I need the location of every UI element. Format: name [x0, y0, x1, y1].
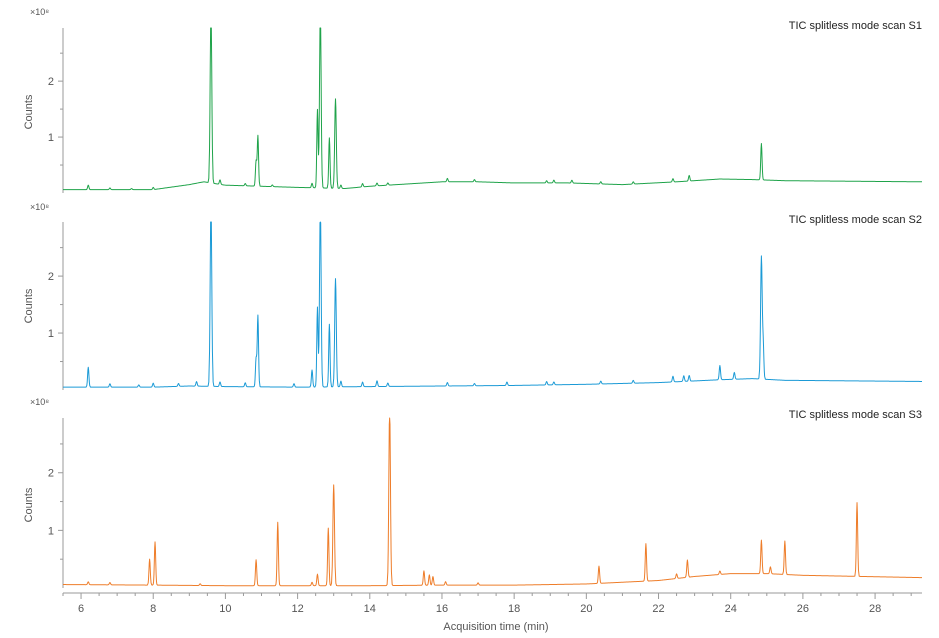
y-axis-title: Counts	[23, 94, 35, 129]
x-tick-label: 28	[869, 603, 881, 615]
x-tick-label: 20	[580, 603, 592, 615]
chromatogram-panel-s2: ×10⁸ Counts TIC splitless mode scan S2 1…	[23, 202, 923, 390]
tic-trace-s2	[63, 221, 923, 388]
y-axis-title: Counts	[23, 487, 35, 522]
x-tick-label: 14	[364, 603, 376, 615]
panel-title: TIC splitless mode scan S3	[789, 409, 922, 421]
panel-title: TIC splitless mode scan S2	[789, 214, 922, 226]
x-tick-label: 6	[78, 603, 84, 615]
x-tick-label: 12	[291, 603, 303, 615]
x-tick-label: 24	[725, 603, 737, 615]
x-tick-label: 8	[150, 603, 156, 615]
x-axis: 6 8 10 12 14 16 18 20 22 24 26 28 Acquisition time …	[62, 592, 922, 633]
y-tick-label: 1	[48, 132, 54, 144]
x-tick-label: 16	[436, 603, 448, 615]
chromatogram-panel-s3: ×10⁸ Counts TIC splitless mode scan S3 1…	[23, 397, 923, 588]
y-axis-title: Counts	[23, 288, 35, 323]
y-multiplier-label: ×10⁸	[30, 7, 49, 17]
y-tick-label: 1	[48, 525, 54, 537]
tic-trace-s1	[63, 27, 922, 191]
y-tick-label: 2	[48, 468, 54, 480]
y-multiplier-label: ×10⁸	[30, 202, 49, 212]
x-tick-label: 26	[797, 603, 809, 615]
y-ticks: 12	[48, 247, 63, 363]
y-tick-label: 2	[48, 271, 54, 283]
y-tick-label: 2	[48, 76, 54, 88]
x-axis-title: Acquisition time (min)	[443, 621, 548, 633]
x-tick-label: 10	[219, 603, 231, 615]
x-tick-label: 18	[508, 603, 520, 615]
x-tick-label: 22	[652, 603, 664, 615]
y-multiplier-label: ×10⁸	[30, 397, 49, 407]
tic-trace-s3	[62, 417, 923, 587]
chromatogram-panel-s1: ×10⁸ Counts TIC splitless mode scan S1 1…	[23, 7, 922, 193]
panel-title: TIC splitless mode scan S1	[789, 20, 922, 32]
x-ticks: 6 8 10 12 14 16 18 20 22 24 26 28	[62, 593, 912, 615]
y-tick-label: 1	[48, 328, 54, 340]
y-ticks: 12	[48, 443, 63, 560]
y-ticks: 12	[48, 52, 63, 166]
